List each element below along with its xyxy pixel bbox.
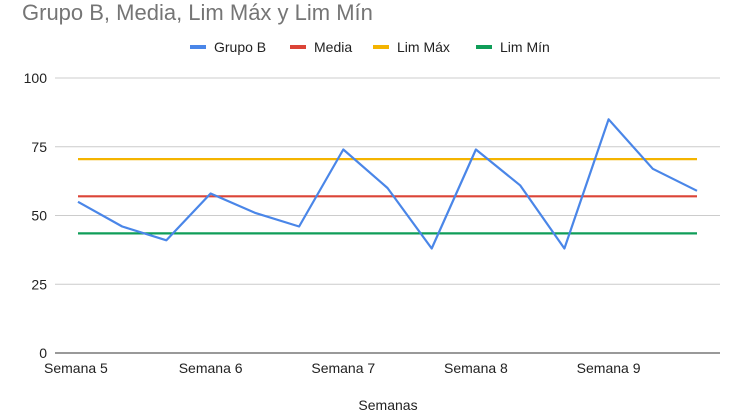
y-tick-label: 100 — [24, 70, 48, 86]
y-tick-label: 25 — [31, 276, 47, 292]
legend-label: Lim Mín — [500, 39, 550, 55]
legend-label: Grupo B — [214, 39, 266, 55]
legend-swatch — [373, 45, 389, 49]
legend-label: Lim Máx — [397, 39, 450, 55]
legend-label: Media — [314, 39, 352, 55]
x-axis-ticks: Semana 5 Semana 6 Semana 7 Semana 8 Semana 9 — [44, 360, 641, 376]
series-lines — [77, 118, 698, 250]
x-tick-label: Semana 8 — [444, 360, 508, 376]
y-tick-label: 50 — [31, 208, 47, 224]
x-tick-label: Semana 6 — [179, 360, 243, 376]
chart-legend: Grupo B Media Lim Máx Lim Mín — [190, 39, 550, 55]
legend-swatch — [476, 45, 492, 49]
legend-swatch — [290, 45, 306, 49]
series-line-grupo-b — [77, 118, 698, 250]
y-tick-label: 0 — [39, 345, 47, 361]
gridlines — [55, 77, 720, 354]
y-axis-ticks: 0 25 50 75 100 — [24, 70, 48, 361]
legend-swatch — [190, 45, 206, 49]
x-tick-label: Semana 7 — [311, 360, 375, 376]
x-tick-label: Semana 5 — [44, 360, 108, 376]
chart-title: Grupo B, Media, Lim Máx y Lim Mín — [22, 0, 373, 25]
y-tick-label: 75 — [31, 139, 47, 155]
x-tick-label: Semana 9 — [577, 360, 641, 376]
x-axis-title: Semanas — [358, 397, 417, 413]
